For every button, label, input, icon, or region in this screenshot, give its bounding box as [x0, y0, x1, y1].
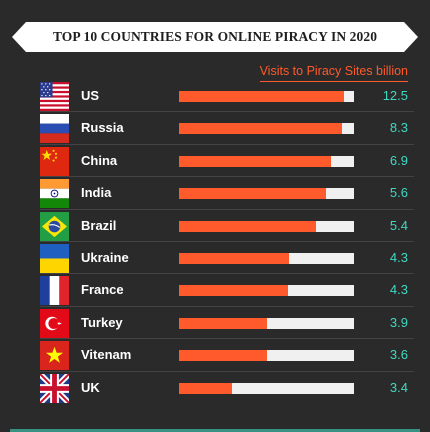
ukraine-flag-icon — [40, 244, 69, 273]
bar-fill — [179, 91, 344, 102]
bar-row-russia: Russia 8.3 — [0, 112, 430, 145]
value-label: 3.4 — [389, 379, 408, 395]
row-divider — [40, 143, 414, 145]
bar-fill — [179, 155, 332, 167]
bar-fill — [179, 317, 267, 329]
category-label: France — [81, 282, 124, 298]
uk-flag-icon — [40, 373, 69, 403]
row-divider — [40, 208, 414, 210]
category-label: US — [81, 88, 100, 103]
value-label: 3.9 — [389, 314, 408, 330]
bar-fill — [179, 285, 288, 297]
bar-track — [179, 123, 354, 135]
legend-label: Visits to Piracy Sites billion — [259, 64, 408, 82]
category-label: Ukraine — [81, 250, 129, 265]
row-divider — [40, 240, 414, 242]
value-label: 12.5 — [382, 88, 408, 103]
row-divider — [40, 305, 414, 307]
title-banner: TOP 10 COUNTRIES FOR ONLINE PIRACY IN 20… — [12, 22, 418, 52]
bar-track — [179, 155, 354, 167]
bar-track — [179, 350, 354, 362]
vietnam-flag-icon — [40, 341, 69, 371]
value-label: 4.3 — [389, 282, 408, 298]
bar-fill — [179, 253, 290, 264]
france-flag-icon — [40, 276, 69, 306]
chart-title: TOP 10 COUNTRIES FOR ONLINE PIRACY IN 20… — [52, 29, 378, 44]
bar-fill — [179, 220, 316, 232]
bar-track — [179, 253, 354, 264]
bar-fill — [179, 382, 232, 394]
bar-row-china: China 6.9 — [0, 145, 430, 178]
turkey-flag-icon — [40, 308, 69, 338]
value-label: 5.4 — [389, 217, 408, 233]
value-label: 3.6 — [389, 347, 408, 363]
bar-row-vitenam: Vitenam 3.6 — [0, 339, 430, 372]
bar-track — [179, 285, 354, 297]
value-label: 8.3 — [389, 120, 408, 136]
bar-row-france: France 4.3 — [0, 274, 430, 307]
value-label: 4.3 — [389, 250, 408, 265]
row-divider — [40, 338, 414, 340]
bar-track — [179, 91, 354, 102]
category-label: Turkey — [81, 314, 123, 330]
bar-row-india: India 5.6 — [0, 177, 430, 210]
india-flag-icon — [40, 179, 69, 209]
category-label: Vitenam — [81, 347, 132, 363]
category-label: China — [81, 152, 118, 168]
china-flag-icon — [40, 146, 69, 176]
bar-row-uk: UK 3.4 — [0, 372, 430, 404]
bar-fill — [179, 123, 342, 135]
category-label: UK — [81, 379, 100, 395]
brazil-flag-icon — [40, 211, 69, 241]
value-label: 5.6 — [389, 185, 408, 201]
bar-track — [179, 317, 354, 329]
row-divider — [40, 370, 414, 372]
bar-fill — [179, 188, 326, 200]
bar-row-ukraine: Ukraine 4.3 — [0, 242, 430, 275]
category-label: India — [81, 185, 112, 201]
row-divider — [40, 111, 414, 113]
row-divider — [40, 176, 414, 178]
bar-row-turkey: Turkey 3.9 — [0, 307, 430, 340]
bar-fill — [179, 350, 267, 362]
bottom-divider — [10, 429, 420, 432]
bar-track — [179, 220, 354, 232]
bar-row-us: US 12.5 — [0, 80, 430, 113]
category-label: Brazil — [81, 217, 117, 233]
banner-shape — [12, 22, 418, 52]
bar-row-brazil: Brazil 5.4 — [0, 210, 430, 242]
russia-flag-icon — [40, 114, 69, 144]
bar-track — [179, 188, 354, 200]
us-flag-icon — [40, 82, 69, 111]
bar-track — [179, 382, 354, 394]
value-label: 6.9 — [389, 152, 408, 168]
row-divider — [40, 273, 414, 275]
category-label: Russia — [81, 120, 124, 136]
